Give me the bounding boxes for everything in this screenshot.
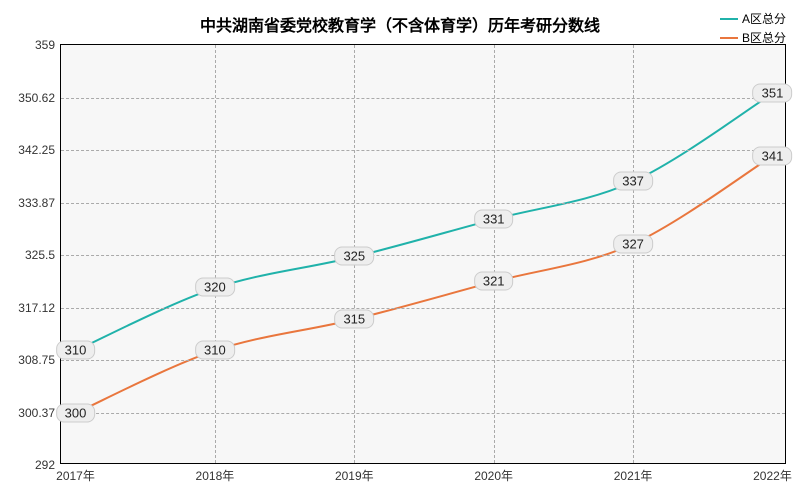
legend-item: A区总分: [720, 10, 786, 27]
gridline-h: [61, 255, 785, 256]
y-tick-label: 325.5: [25, 248, 61, 262]
y-tick-label: 359: [35, 38, 61, 52]
data-label: 300: [56, 403, 96, 422]
data-label: 351: [753, 84, 793, 103]
x-tick-label: 2019年: [335, 463, 374, 484]
data-label: 325: [334, 247, 374, 266]
data-label: 310: [195, 341, 235, 360]
x-tick-label: 2021年: [614, 463, 653, 484]
plot-area: 292300.37308.75317.12325.5333.87342.2535…: [60, 44, 786, 464]
gridline-h: [61, 360, 785, 361]
x-tick-label: 2017年: [56, 463, 95, 484]
chart-title: 中共湖南省委党校教育学（不含体育学）历年考研分数线: [0, 12, 800, 36]
data-label: 321: [474, 272, 514, 291]
x-tick-label: 2020年: [474, 463, 513, 484]
chart-container: 中共湖南省委党校教育学（不含体育学）历年考研分数线 A区总分B区总分 29230…: [0, 0, 800, 500]
gridline-v: [215, 45, 216, 463]
legend: A区总分B区总分: [720, 10, 786, 48]
x-tick-label: 2022年: [753, 463, 792, 484]
legend-swatch: [720, 18, 738, 20]
data-label: 327: [613, 234, 653, 253]
y-tick-label: 333.87: [18, 196, 61, 210]
x-tick-label: 2018年: [196, 463, 235, 484]
gridline-v: [494, 45, 495, 463]
y-tick-label: 308.75: [18, 353, 61, 367]
data-label: 315: [334, 309, 374, 328]
gridline-h: [61, 98, 785, 99]
data-label: 320: [195, 278, 235, 297]
series-line: [75, 157, 770, 413]
gridline-h: [61, 413, 785, 414]
gridline-h: [61, 150, 785, 151]
legend-label: A区总分: [742, 10, 786, 27]
data-label: 337: [613, 171, 653, 190]
gridline-h: [61, 308, 785, 309]
data-label: 310: [56, 341, 96, 360]
series-line: [75, 95, 770, 351]
data-label: 341: [753, 146, 793, 165]
y-tick-label: 300.37: [18, 406, 61, 420]
series-svg: [61, 45, 785, 463]
gridline-v: [633, 45, 634, 463]
legend-swatch: [720, 37, 738, 39]
gridline-h: [61, 203, 785, 204]
y-tick-label: 317.12: [18, 301, 61, 315]
data-label: 331: [474, 209, 514, 228]
y-tick-label: 342.25: [18, 143, 61, 157]
y-tick-label: 350.62: [18, 91, 61, 105]
